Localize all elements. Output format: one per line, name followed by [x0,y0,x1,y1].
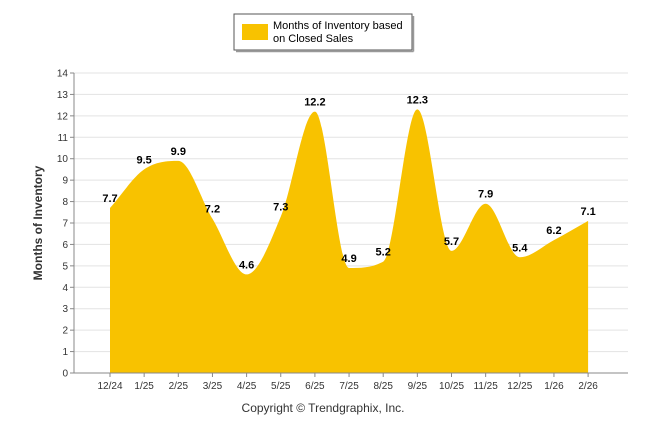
x-axis: 12/24 1/25 2/25 3/25 4/25 5/25 6/25 7/25 8/25 9/2… [74,372,628,392]
data-label: 7.9 [478,189,493,201]
data-label: 4.9 [341,253,356,265]
legend-swatch [242,24,268,40]
y-axis-title: Months of Inventory [31,165,45,280]
data-label: 7.3 [273,202,288,214]
legend-label-line1: Months of Inventory based [273,20,403,32]
x-tick-label: 7/25 [339,381,359,392]
y-tick-label: 11 [58,133,69,144]
x-tick-label: 3/25 [203,381,223,392]
y-tick-label: 10 [57,154,69,165]
y-tick-label: 7 [62,219,68,230]
x-tick-label: 2/25 [169,381,189,392]
data-label: 7.1 [580,206,595,218]
y-tick-label: 0 [62,369,68,380]
x-tick-label: 5/25 [271,381,291,392]
x-tick-label: 2/26 [578,381,598,392]
y-tick-label: 12 [57,111,69,122]
data-label: 12.3 [407,94,428,106]
y-tick-label: 2 [62,326,68,337]
data-label: 7.7 [102,193,117,205]
x-tick-label: 10/25 [439,381,464,392]
x-tick-label: 8/25 [373,381,393,392]
legend[interactable]: Months of Inventory based on Closed Sale… [233,13,415,53]
data-labels: 7.7 9.5 9.9 7.2 4.6 7.3 12.2 4.9 5.2 12.3 5.7 7.9 5.… [102,94,595,271]
x-tick-label: 6/25 [305,381,325,392]
x-tick-label: 1/26 [544,381,564,392]
x-tick-label: 12/24 [97,381,122,392]
data-label: 12.2 [304,97,325,109]
data-label: 5.4 [512,242,528,254]
x-tick-label: 12/25 [507,381,532,392]
area-series [110,109,589,373]
y-tick-label: 13 [57,90,69,101]
data-label: 9.5 [137,154,152,166]
y-tick-label: 3 [62,304,68,315]
data-label: 7.2 [205,204,220,216]
data-label: 5.2 [376,247,391,259]
data-label: 5.7 [444,236,459,248]
x-tick-label: 4/25 [237,381,257,392]
data-label: 4.6 [239,259,254,271]
legend-label-line2: on Closed Sales [273,33,354,45]
y-tick-label: 5 [62,261,68,272]
copyright-footer: Copyright © Trendgraphix, Inc. [241,401,405,415]
data-label: 9.9 [171,146,186,158]
x-tick-label: 11/25 [474,381,499,392]
y-tick-label: 1 [62,347,68,358]
y-tick-label: 8 [62,197,68,208]
y-tick-label: 14 [57,69,69,80]
y-tick-label: 9 [62,176,68,187]
area-fill [110,109,589,373]
y-tick-label: 4 [62,283,68,294]
x-tick-label: 9/25 [408,381,428,392]
y-tick-label: 6 [62,240,68,251]
data-label: 6.2 [546,225,561,237]
x-tick-label: 1/25 [134,381,154,392]
